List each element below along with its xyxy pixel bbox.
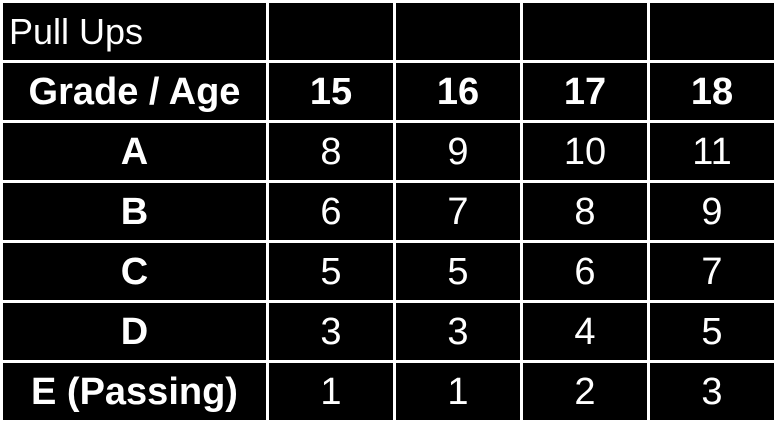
table-row: E (Passing) 1 1 2 3 (2, 362, 774, 422)
table-row: C 5 5 6 7 (2, 242, 774, 302)
table-row: B 6 7 8 9 (2, 182, 774, 242)
empty-cell (522, 2, 649, 62)
table-cell: 2 (522, 362, 649, 422)
empty-cell (649, 2, 774, 62)
grade-label: E (Passing) (2, 362, 268, 422)
grade-age-header: Grade / Age (2, 62, 268, 122)
age-header: 18 (649, 62, 774, 122)
table-cell: 7 (649, 242, 774, 302)
table-cell: 5 (395, 242, 522, 302)
table-cell: 3 (268, 302, 395, 362)
age-header: 15 (268, 62, 395, 122)
grade-label: B (2, 182, 268, 242)
empty-cell (395, 2, 522, 62)
table-cell: 6 (268, 182, 395, 242)
table-cell: 6 (522, 242, 649, 302)
age-header: 17 (522, 62, 649, 122)
table-cell: 1 (395, 362, 522, 422)
age-header: 16 (395, 62, 522, 122)
table-cell: 10 (522, 122, 649, 182)
table-cell: 8 (522, 182, 649, 242)
table-cell: 5 (649, 302, 774, 362)
table-cell: 1 (268, 362, 395, 422)
grade-label: D (2, 302, 268, 362)
table-cell: 11 (649, 122, 774, 182)
table-title: Pull Ups (2, 2, 268, 62)
table-cell: 3 (395, 302, 522, 362)
table-row: A 8 9 10 11 (2, 122, 774, 182)
table-cell: 7 (395, 182, 522, 242)
header-row: Grade / Age 15 16 17 18 (2, 62, 774, 122)
table-row: D 3 3 4 5 (2, 302, 774, 362)
table-cell: 3 (649, 362, 774, 422)
table-cell: 9 (649, 182, 774, 242)
empty-cell (268, 2, 395, 62)
grade-label: A (2, 122, 268, 182)
table-cell: 5 (268, 242, 395, 302)
table-cell: 4 (522, 302, 649, 362)
table-cell: 8 (268, 122, 395, 182)
title-row: Pull Ups (2, 2, 774, 62)
table-cell: 9 (395, 122, 522, 182)
grade-label: C (2, 242, 268, 302)
